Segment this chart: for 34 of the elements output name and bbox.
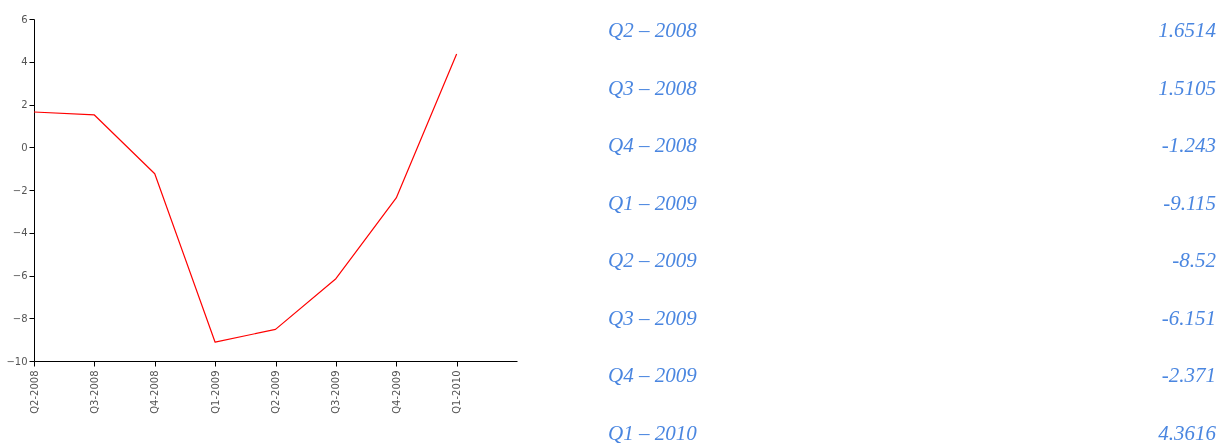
category-label: Q1 – 2010 <box>608 420 697 447</box>
category-label: Q1 – 2009 <box>608 190 697 217</box>
data-label: 1.5105 <box>1158 75 1216 102</box>
x-tick-label: Q3-2008 <box>88 370 100 414</box>
category-label: Q3 – 2008 <box>608 75 697 102</box>
data-label: 1.6514 <box>1158 18 1216 44</box>
y-tick-label: −8 <box>12 312 28 324</box>
y-tick-label: 4 <box>21 56 28 68</box>
data-label: -1.243 <box>1161 133 1216 159</box>
category-label: Q3 – 2009 <box>608 305 697 332</box>
data-label: -9.115 <box>1163 190 1216 217</box>
category-label: Q2 – 2008 <box>608 18 697 44</box>
data-label: -2.371 <box>1161 363 1216 389</box>
data-label: -6.151 <box>1161 305 1216 332</box>
y-tick-label: −4 <box>12 227 28 239</box>
x-tick-label: Q2-2009 <box>270 370 281 414</box>
y-tick-label: −6 <box>12 270 28 281</box>
x-tick-label: Q1-2009 <box>209 370 221 414</box>
y-tick-label: 0 <box>21 141 28 153</box>
y-tick-label: 2 <box>21 99 28 110</box>
x-tick-label: Q2-2008 <box>28 370 40 414</box>
category-label: Q4 – 2009 <box>608 363 697 389</box>
x-tick-label: Q4-2008 <box>149 370 161 414</box>
y-tick-label: −2 <box>12 184 28 196</box>
x-tick-label: Q3-2009 <box>330 370 342 414</box>
y-tick-label: 6 <box>21 13 28 25</box>
x-tick-label: Q1-2010 <box>451 370 463 414</box>
line-series <box>33 53 458 343</box>
y-tick-label: −10 <box>6 355 28 367</box>
category-label: Q4 – 2008 <box>608 133 697 159</box>
data-label: -8.52 <box>1172 248 1216 274</box>
category-label: Q2 – 2009 <box>608 248 697 274</box>
x-tick-label: Q4-2009 <box>390 370 402 414</box>
data-label: 4.3616 <box>1158 420 1216 447</box>
